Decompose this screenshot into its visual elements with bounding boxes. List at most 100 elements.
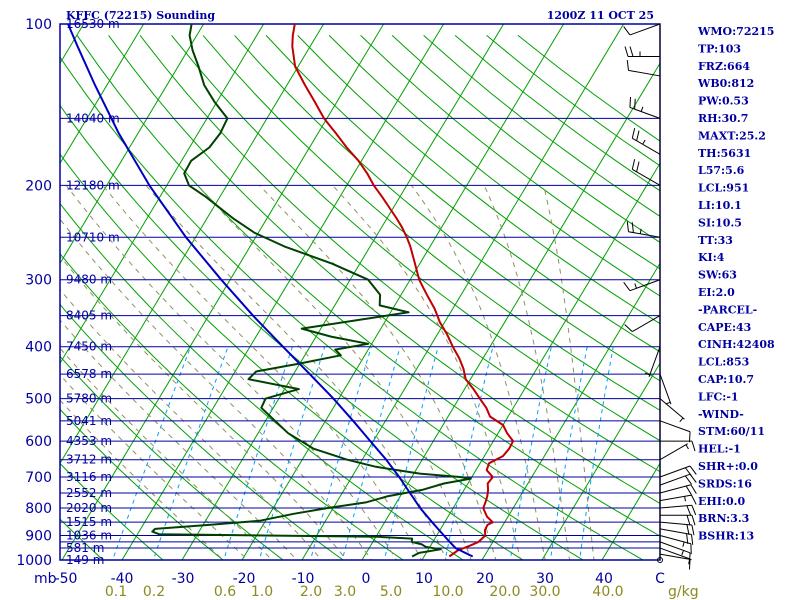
height-label: 2552 m [66,486,112,500]
dry-adiabat [60,252,404,560]
moist-adiabat [543,185,595,560]
pressure-tick-label: 400 [25,340,52,356]
moist-adiabat [60,255,348,560]
barb-full [623,26,631,36]
side-panel-item: SRDS:16 [698,477,752,490]
moist-adiabat [332,185,522,560]
wind-barb [657,557,663,563]
barb-staff [659,547,691,560]
isotherm [0,24,24,560]
height-label: 1515 m [66,515,112,529]
barb-full [686,533,689,545]
side-panel-item: WB0:812 [697,77,754,90]
temperature-tick-label: C [655,571,665,587]
barb-staff [659,521,692,526]
barb-staff [659,484,692,494]
side-panel-item: STM:60/11 [698,425,765,438]
barb-full [691,505,697,516]
mixing-ratio-label: 0.2 [143,584,165,600]
barb-full [691,494,697,505]
height-label: 1036 m [66,528,112,542]
wind-barb [659,521,695,536]
mixing-ratio-line [223,346,293,560]
pressure-tick-label: 500 [25,392,52,408]
mixing-ratio-label: 3.0 [334,584,356,600]
barb-full [629,96,632,108]
moist-adiabat [60,288,323,560]
barb-half [681,550,684,556]
barb-full [686,524,690,535]
height-label: 5041 m [66,414,112,428]
wind-barb [659,443,689,461]
pressure-tick-label: 100 [25,17,52,33]
mixing-ratio-line [309,346,372,560]
side-panel-item: CAP:10.7 [698,373,754,386]
barb-full [634,98,636,110]
wind-barb [623,23,661,36]
side-panel-item: BRN:3.3 [698,512,749,525]
wind-barb [629,96,661,119]
barb-staff [628,231,661,238]
mixing-ratio-label: 5.0 [380,584,402,600]
barb-staff [629,106,661,119]
mixing-ratio-line [341,346,401,560]
dry-adiabat [60,303,344,560]
isotherm [541,362,660,560]
isotherm [121,24,445,560]
dry-adiabat [171,35,660,442]
dry-adiabat [60,408,224,560]
barb-full [686,505,692,516]
dry-adiabat [139,35,660,473]
barb-staff [659,373,672,405]
temperature-tick-label: -10 [292,571,315,587]
barb-staff [628,69,661,77]
side-panel-item: EHI:0.0 [698,495,745,508]
barb-staff [659,534,692,545]
dry-adiabat [60,153,525,560]
barb-full [631,159,636,170]
height-label: 12180 m [66,178,120,192]
barb-full [685,485,692,496]
dry-adiabat [60,56,645,560]
side-panel-item: -PARCEL- [698,303,757,316]
calm-circle [657,557,663,563]
dry-adiabat [328,35,660,297]
side-panel-item: L57:5.6 [698,164,745,177]
side-panel-item: FRZ:664 [698,60,750,73]
height-label: 10710 m [66,230,120,244]
wind-barb [626,59,661,77]
barb-half [679,417,684,423]
wind-barb [659,398,685,423]
chart-title: KFFC (72215) Sounding [66,9,215,22]
height-label: 581 m [66,541,104,555]
isotherm [481,262,660,560]
mixing-ratio-line [579,346,614,560]
dry-adiabat [297,35,660,325]
height-label: 9480 m [66,273,112,287]
mixing-ratio-line [509,346,552,560]
barb-full [688,552,691,564]
dry-adiabat [202,35,660,411]
barb-half [640,106,644,112]
pressure-tick-label: 300 [25,273,52,289]
barb-full [691,440,696,452]
plot-frame [59,23,661,561]
barb-full [691,534,694,545]
moist-adiabat [145,185,447,560]
barb-staff [659,473,691,486]
barb-full [636,130,640,141]
mixing-ratio-line [111,346,192,560]
plot-area [0,24,660,560]
barb-full [689,465,697,475]
wind-barb [659,465,697,478]
height-label: 16530 m [66,17,120,31]
isotherm [301,24,625,560]
mixing-ratio-label: 1.0 [251,584,273,600]
barb-full [688,431,691,443]
dewpoint-line [151,24,472,558]
height-label: 8405 m [66,309,112,323]
barb-staff [629,279,661,292]
wind-barb [659,541,691,564]
